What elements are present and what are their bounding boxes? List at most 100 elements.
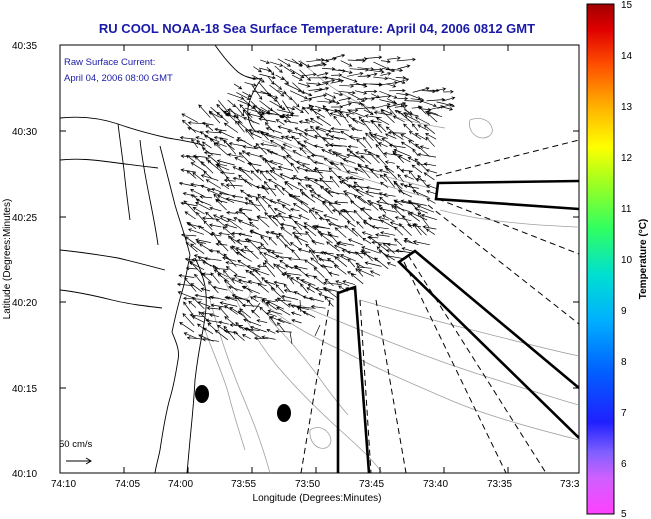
current-vector: [225, 266, 238, 275]
current-vector: [355, 188, 374, 198]
current-vector: [186, 336, 204, 340]
current-vector: [212, 285, 228, 291]
current-vector: [383, 173, 395, 188]
current-vector: [259, 73, 276, 80]
current-vector: [268, 204, 276, 215]
x-tick-label: 73:45: [359, 479, 384, 490]
current-vector: [273, 280, 284, 285]
current-vector: [376, 117, 390, 126]
current-vector: [181, 113, 198, 123]
current-vector: [316, 81, 330, 87]
current-vector: [285, 113, 299, 118]
current-vector: [195, 240, 206, 245]
current-vector: [226, 176, 236, 189]
current-vector: [369, 202, 379, 211]
current-vector: [185, 242, 198, 253]
current-vector: [366, 199, 381, 207]
current-vector: [284, 181, 299, 190]
dashed-transects: [300, 139, 579, 473]
current-vector: [191, 316, 205, 323]
current-vector: [350, 273, 364, 285]
current-vector: [185, 236, 197, 245]
current-vector: [358, 116, 372, 132]
colorbar-tick-label: 7: [621, 408, 627, 419]
current-vector: [247, 238, 260, 252]
current-vector: [195, 136, 205, 141]
current-vector: [425, 136, 435, 147]
current-vector: [377, 243, 388, 252]
current-vector: [206, 189, 221, 196]
current-vector: [182, 192, 198, 198]
current-vector: [288, 193, 302, 203]
current-vector: [190, 283, 203, 293]
current-vector: [423, 172, 435, 181]
current-vector: [412, 240, 430, 246]
current-vector: [178, 273, 195, 278]
current-vector: [334, 109, 343, 117]
current-vector: [344, 225, 359, 237]
current-vector: [188, 300, 197, 308]
current-vector: [373, 76, 389, 81]
current-vector: [223, 325, 236, 341]
current-vector: [275, 284, 285, 294]
current-vector: [394, 104, 408, 108]
current-vector: [307, 108, 322, 112]
current-vector: [187, 126, 203, 134]
current-vector: [355, 151, 374, 156]
current-vector: [309, 108, 326, 118]
current-vector: [362, 237, 372, 244]
current-vector: [209, 206, 222, 212]
current-vector: [434, 87, 447, 92]
current-vector: [253, 336, 269, 341]
current-vector: [245, 75, 257, 81]
current-vector: [256, 216, 270, 228]
current-vector: [259, 67, 273, 73]
current-vector: [227, 152, 243, 158]
current-vector: [310, 153, 325, 158]
current-vector: [317, 230, 332, 237]
colorbar-tick-label: 13: [621, 102, 633, 113]
current-vector: [313, 275, 326, 286]
current-vector: [215, 198, 227, 211]
current-vector: [347, 238, 363, 246]
current-vector: [348, 184, 364, 197]
current-vector: [412, 148, 419, 157]
current-vector: [194, 273, 205, 287]
current-vector: [373, 133, 388, 139]
current-vector: [372, 67, 384, 72]
current-vector: [411, 123, 419, 132]
current-vector: [397, 64, 411, 70]
current-vector: [224, 223, 237, 229]
current-vector: [281, 294, 299, 300]
current-vector: [216, 159, 235, 166]
current-vector: [386, 105, 397, 117]
current-vector: [314, 211, 325, 220]
current-vector: [260, 59, 270, 64]
current-vector: [208, 110, 221, 124]
current-vector: [270, 287, 286, 301]
current-vector: [203, 220, 213, 231]
current-vector: [269, 61, 284, 67]
current-vector: [300, 192, 316, 203]
current-vector: [241, 334, 251, 340]
current-vector: [236, 238, 251, 243]
current-vector: [338, 96, 352, 101]
current-vector: [322, 201, 334, 215]
current-vector: [391, 204, 405, 219]
current-vector: [231, 278, 243, 285]
current-vector: [260, 132, 275, 139]
colorbar-tick-label: 6: [621, 459, 627, 470]
current-vector: [319, 233, 333, 244]
current-vector: [237, 259, 253, 270]
current-vector: [216, 324, 230, 334]
current-vector: [289, 90, 308, 100]
y-tick-label: 40:25: [12, 213, 37, 224]
current-vector: [297, 182, 307, 191]
x-tick-label: 74:05: [115, 479, 140, 490]
current-vector: [417, 124, 429, 131]
current-vector: [310, 257, 324, 267]
current-vector: [269, 100, 286, 111]
current-vector: [436, 101, 455, 108]
current-vector: [205, 318, 220, 323]
temperature-colorbar: [586, 3, 615, 515]
